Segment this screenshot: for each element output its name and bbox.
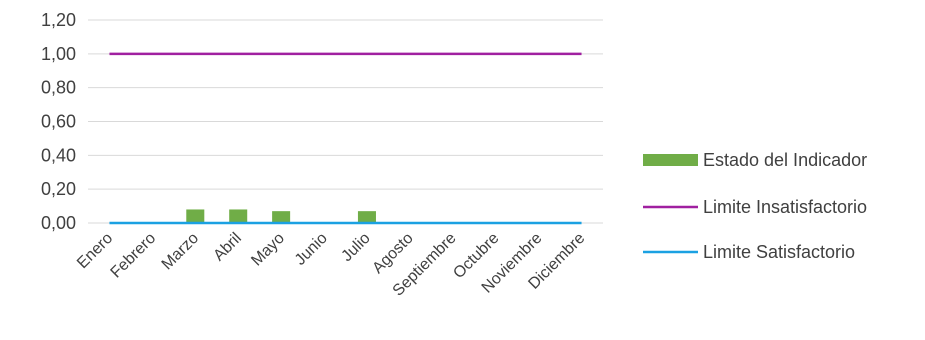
legend-swatch xyxy=(643,154,698,166)
y-tick-label: 1,20 xyxy=(41,10,76,30)
y-tick-label: 0,80 xyxy=(41,78,76,98)
y-axis-ticks: 0,00 0,20 0,40 0,60 0,80 1,00 1,20 xyxy=(41,10,76,233)
x-tick-label: Julio xyxy=(338,230,373,265)
x-tick-label: Junio xyxy=(292,230,331,269)
grid xyxy=(88,19,603,224)
y-tick-label: 0,60 xyxy=(41,112,76,132)
bar xyxy=(186,209,205,223)
y-tick-label: 0,20 xyxy=(41,179,76,199)
y-tick-label: 0,40 xyxy=(41,145,76,165)
line-series xyxy=(109,52,582,225)
x-tick-label: Mayo xyxy=(248,230,288,270)
bar xyxy=(357,211,376,223)
bar xyxy=(272,211,291,223)
x-tick-label: Febrero xyxy=(108,230,160,282)
x-tick-label: Abril xyxy=(210,230,245,265)
bar xyxy=(229,209,248,223)
y-tick-label: 0,00 xyxy=(41,213,76,233)
legend-label: Limite Insatisfactorio xyxy=(703,197,867,217)
legend-label: Estado del Indicador xyxy=(703,150,867,170)
bar-series xyxy=(186,209,376,223)
legend: Estado del Indicador Limite Insatisfactor… xyxy=(643,150,867,262)
y-tick-label: 1,00 xyxy=(41,44,76,64)
legend-label: Limite Satisfactorio xyxy=(703,242,855,262)
x-tick-label: Marzo xyxy=(159,230,203,274)
